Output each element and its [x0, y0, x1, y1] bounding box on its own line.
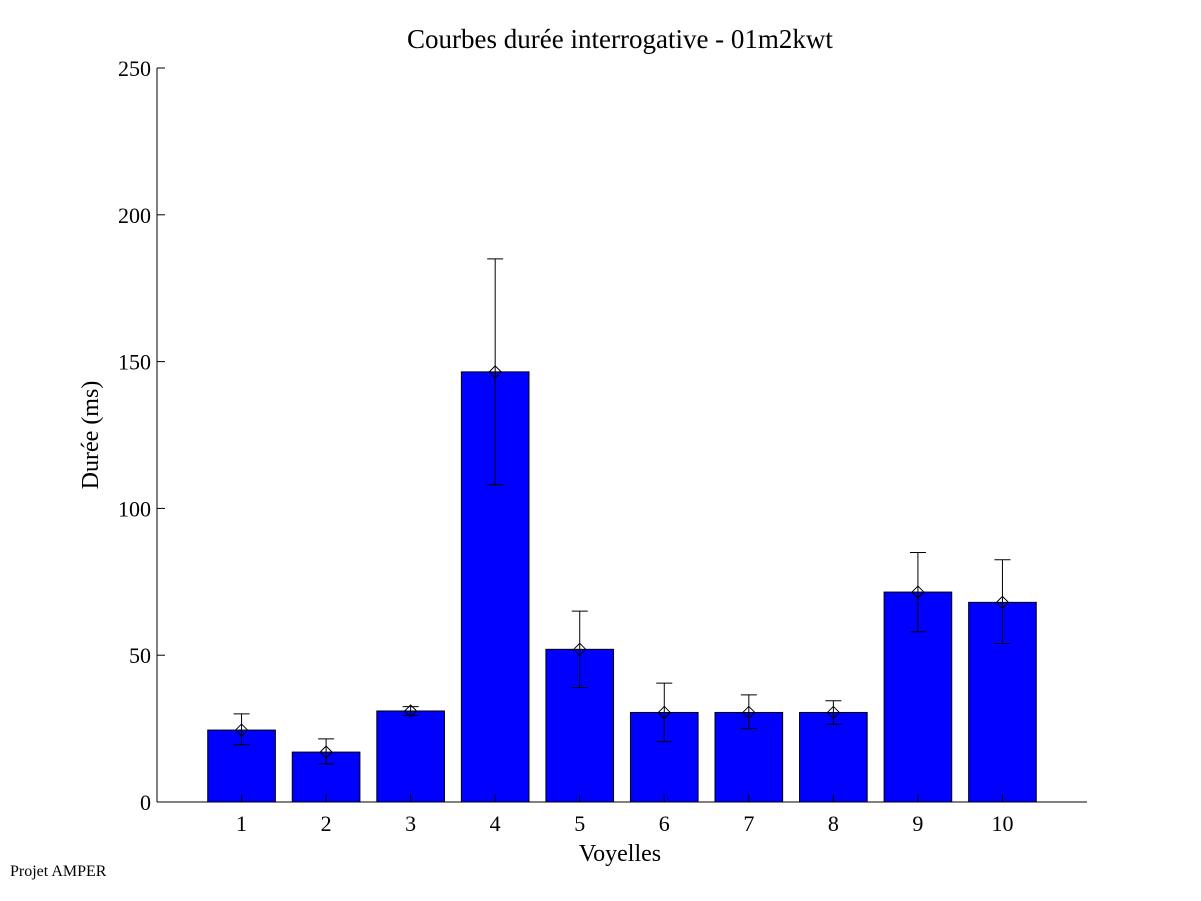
error-bar-1 [233, 713, 250, 746]
x-tick-label: 8 [828, 811, 839, 836]
mean-marker-5 [573, 642, 587, 657]
mean-marker-4 [488, 365, 502, 379]
bar-8 [799, 711, 868, 803]
y-tick-label: 250 [118, 56, 151, 81]
x-tick-label: 6 [659, 811, 670, 836]
chart-title: Courbes durée interrogative - 01m2kwt [407, 24, 833, 54]
mean-marker-9 [911, 585, 925, 599]
x-tick-label: 5 [574, 811, 585, 836]
mean-marker-10 [995, 595, 1010, 610]
y-tick-label: 50 [129, 643, 151, 668]
x-tick-label: 9 [912, 811, 923, 836]
x-axis-label: Voyelles [579, 841, 661, 867]
error-bar-4 [487, 258, 504, 486]
error-bar-8 [825, 700, 842, 725]
y-tick-label: 200 [118, 203, 151, 228]
bar-3 [376, 710, 445, 803]
footer-credit: Projet AMPER [10, 863, 107, 880]
error-bar-5 [571, 610, 588, 688]
y-tick-label: 100 [118, 496, 151, 521]
x-tick-label: 1 [236, 811, 247, 836]
error-bar-6 [656, 682, 673, 743]
x-tick-label: 3 [405, 811, 416, 836]
x-tick-label: 7 [743, 811, 754, 836]
x-tick-label: 10 [991, 811, 1013, 836]
y-tick-label: 0 [140, 790, 151, 815]
y-tick-label: 150 [118, 350, 151, 375]
mean-marker-3 [403, 704, 418, 718]
error-bar-2 [318, 738, 335, 765]
plot-area: 0 50 100 150 200 250 1 2 3 4 5 6 7 8 9 10 [118, 56, 1087, 836]
error-bar-10 [994, 559, 1011, 644]
mean-marker-7 [742, 705, 756, 720]
y-axis-label: Durée (ms) [78, 381, 104, 490]
mean-marker-6 [657, 705, 671, 720]
error-bar-7 [740, 694, 757, 730]
mean-marker-1 [234, 723, 249, 737]
error-bar-9 [909, 551, 926, 633]
mean-marker-2 [319, 745, 333, 759]
mean-marker-8 [826, 705, 841, 720]
error-bar-3 [402, 706, 419, 716]
x-tick-label: 2 [321, 811, 332, 836]
x-tick-label: 4 [490, 811, 501, 836]
